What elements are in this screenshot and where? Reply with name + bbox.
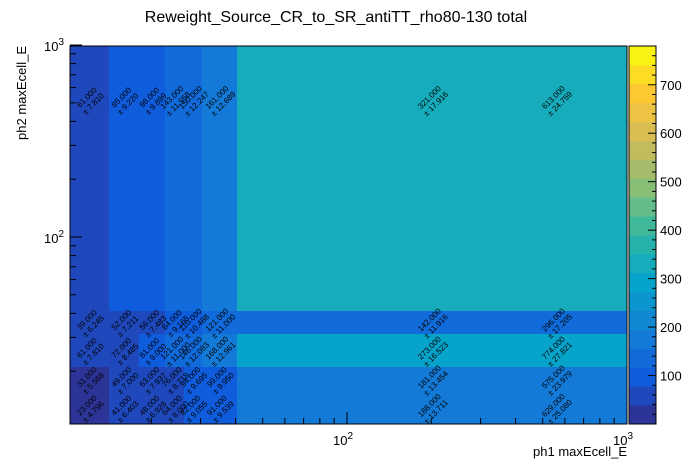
color-scale-band xyxy=(629,197,656,217)
heatmap-cell xyxy=(237,367,627,392)
heatmap-cell xyxy=(139,334,165,367)
heatmap-cell xyxy=(237,46,627,311)
color-scale-tick-label: 300 xyxy=(660,272,682,287)
color-scale-tick-label: 100 xyxy=(660,369,682,384)
chart-title: Reweight_Source_CR_to_SR_antiTT_rho80-13… xyxy=(145,9,527,26)
color-scale-band xyxy=(629,64,656,85)
heatmap-cell xyxy=(237,334,627,367)
heatmap-cell xyxy=(165,46,184,311)
color-scale-band xyxy=(629,46,656,66)
y-tick-label: 102 xyxy=(44,229,64,246)
color-scale-band xyxy=(629,216,656,236)
heatmap-cell xyxy=(139,46,165,311)
heatmap-cell xyxy=(184,334,202,367)
color-scale-band xyxy=(629,272,656,293)
color-scale-ticks: 100 200 300 400 500 600 700 xyxy=(648,55,682,415)
tick-labels: 102 103 102 103 xyxy=(44,37,633,448)
heatmap-cell xyxy=(184,392,202,424)
color-scale-band xyxy=(629,310,656,330)
color-scale-bar xyxy=(628,45,657,425)
x-tick-label: 102 xyxy=(333,431,353,448)
heatmap-cell xyxy=(202,46,237,311)
heatmap-cell xyxy=(70,46,109,311)
color-scale-band xyxy=(629,159,656,179)
heatmap-cell xyxy=(139,392,165,424)
heatmap-cell xyxy=(109,392,139,424)
color-scale-band xyxy=(629,348,656,368)
heatmap-cells xyxy=(70,46,627,424)
axis-ticks xyxy=(70,44,628,424)
heatmap-cell xyxy=(202,311,237,334)
x-axis-label: ph1 maxEcell_E xyxy=(533,444,627,459)
color-scale-band xyxy=(629,386,656,406)
color-scale-band xyxy=(629,102,656,123)
heatmap-cell xyxy=(165,367,184,392)
color-scale-band xyxy=(629,291,656,312)
color-scale-tick-label: 700 xyxy=(660,78,682,93)
heatmap-cell xyxy=(184,367,202,392)
color-scale-band xyxy=(629,178,656,198)
heatmap-cell xyxy=(184,46,202,311)
color-scale-band xyxy=(629,83,656,104)
heatmap-cell xyxy=(202,334,237,367)
color-scale-tick-label: 400 xyxy=(660,223,682,238)
heatmap-cell xyxy=(70,334,109,367)
color-scale-tick-label: 600 xyxy=(660,126,682,141)
color-scale-band xyxy=(629,329,656,349)
color-scale-band xyxy=(629,405,656,425)
y-axis-label: ph2 maxEcell_E xyxy=(14,46,29,140)
heatmap-cell xyxy=(237,311,627,334)
heatmap-cell xyxy=(202,367,237,392)
y-tick-label: 103 xyxy=(44,37,64,54)
heatmap-cell xyxy=(109,334,139,367)
heatmap-cell xyxy=(70,367,109,392)
color-scale-band xyxy=(629,253,656,274)
heatmap-cell xyxy=(184,311,202,334)
heatmap-cell xyxy=(202,392,237,424)
heatmap-cell xyxy=(139,311,165,334)
plot-frame xyxy=(69,45,628,425)
color-scale-band xyxy=(629,121,656,141)
heatmap-cell xyxy=(70,392,109,424)
heatmap-cell xyxy=(139,367,165,392)
heatmap-cell xyxy=(109,46,139,311)
color-scale-tick-label: 500 xyxy=(660,175,682,190)
heatmap-cell xyxy=(109,311,139,334)
color-scale-band xyxy=(629,235,656,255)
heatmap-cell xyxy=(237,392,627,424)
heatmap-cell xyxy=(165,392,184,424)
heatmap-cell xyxy=(165,334,184,367)
x-tick-label: 103 xyxy=(613,431,633,448)
color-scale-tick-label: 200 xyxy=(660,320,682,335)
heatmap-cell xyxy=(165,311,184,334)
heatmap-cell xyxy=(70,311,109,334)
heatmap-cell xyxy=(109,367,139,392)
color-scale-frame xyxy=(628,45,657,425)
color-scale-band xyxy=(629,367,656,387)
color-scale-band xyxy=(629,140,656,160)
